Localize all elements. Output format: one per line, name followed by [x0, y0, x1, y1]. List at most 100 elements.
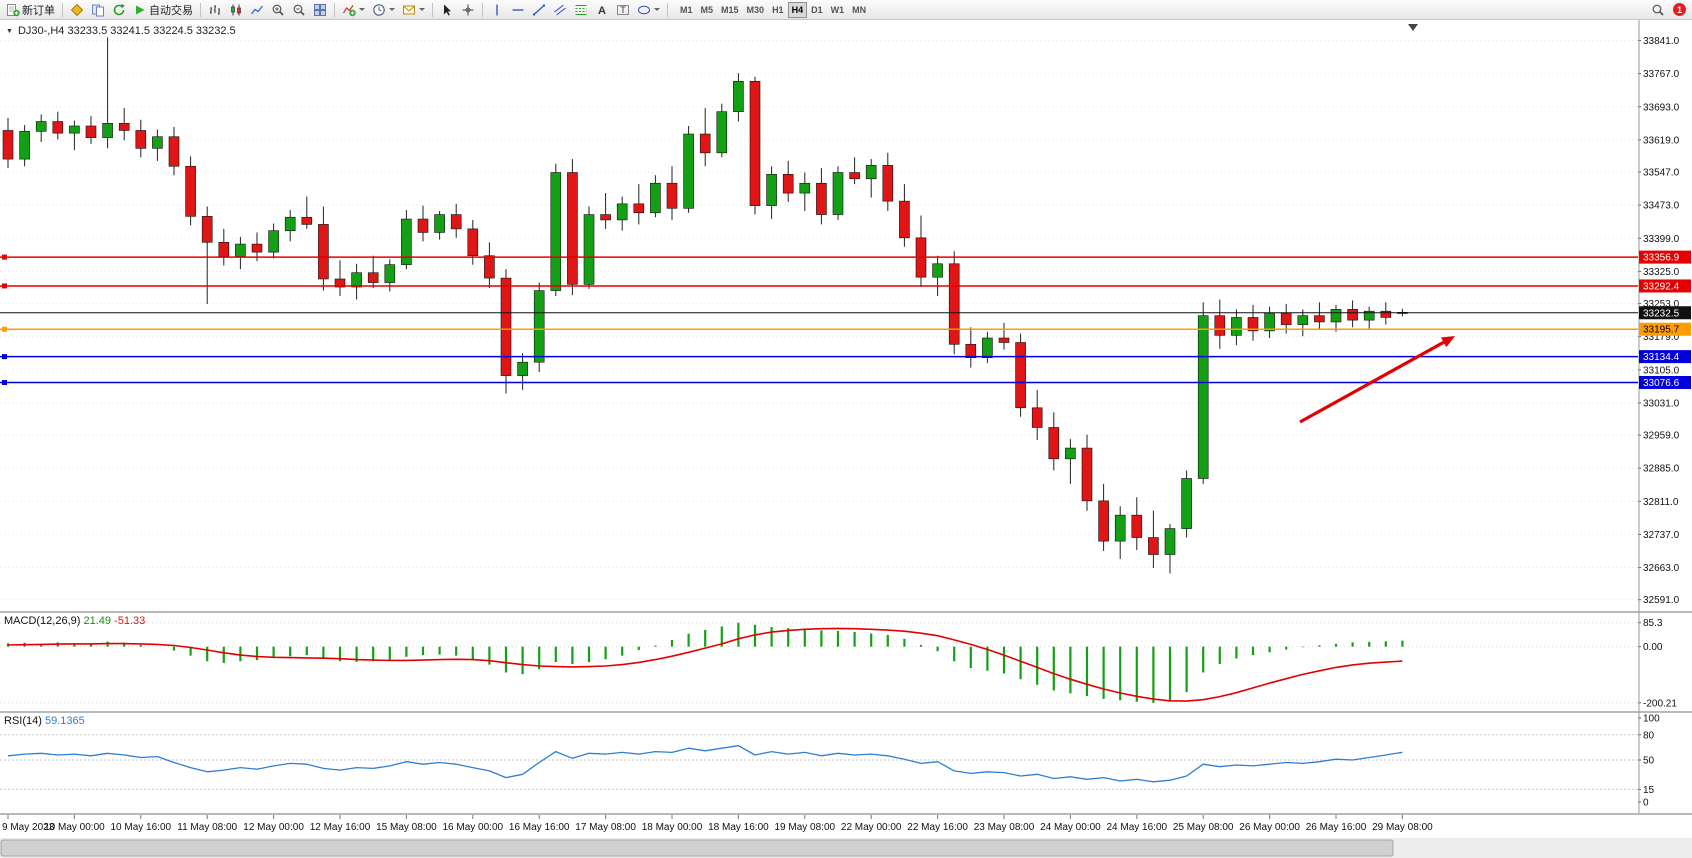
notification-badge[interactable]: 1: [1673, 3, 1686, 16]
text-button[interactable]: A: [592, 1, 612, 19]
chart-bars-button[interactable]: [205, 1, 225, 19]
templates-button[interactable]: [399, 1, 428, 19]
line-handle[interactable]: [2, 254, 7, 260]
candle-body: [849, 172, 860, 180]
candle-body: [1280, 312, 1292, 325]
candle-body: [135, 130, 147, 149]
macd-signal-line: [7, 627, 1403, 702]
line-handle[interactable]: [2, 283, 7, 289]
fibonacci-button[interactable]: [571, 1, 591, 19]
rsi-axis-label: 15: [1643, 785, 1655, 796]
candle-body: [550, 172, 562, 291]
bar-chart-icon: [210, 4, 220, 15]
timeframe-button-mn[interactable]: MN: [848, 2, 870, 18]
line-handle[interactable]: [2, 379, 7, 385]
price-axis-label: 33473.0: [1643, 201, 1680, 212]
trend-arrow-shaft[interactable]: [1299, 340, 1445, 424]
label-tool-icon: T: [617, 4, 629, 15]
one-click-trading-toggle[interactable]: ▼: [6, 27, 13, 35]
candle-body: [567, 172, 578, 285]
candle-body: [218, 241, 230, 257]
market-watch-button[interactable]: [67, 1, 87, 19]
price-axis-label: 32885.0: [1643, 464, 1680, 475]
timeframe-button-w1[interactable]: W1: [827, 2, 849, 18]
candle-body: [284, 216, 296, 231]
indicators-button[interactable]: [339, 1, 368, 19]
h-scrollbar-thumb[interactable]: [0, 839, 1394, 857]
macd-signal-value: -51.33: [114, 615, 146, 627]
candle-body: [899, 200, 910, 239]
svg-text:A: A: [598, 5, 606, 17]
label-button[interactable]: T: [613, 1, 633, 19]
time-axis-label: 15 May 08:00: [376, 822, 437, 833]
price-axis-label: 33399.0: [1643, 234, 1680, 245]
time-axis-label: 26 May 00:00: [1239, 822, 1300, 833]
candlestick-icon: [231, 4, 241, 15]
candle-body: [733, 80, 744, 112]
ellipse-shape-icon: [638, 5, 650, 14]
candle-body: [1114, 514, 1126, 542]
time-axis-label: 29 May 08:00: [1372, 822, 1433, 833]
line-handle[interactable]: [2, 354, 7, 360]
horizontal-line-button[interactable]: [508, 1, 528, 19]
new-chart-button[interactable]: [88, 1, 108, 19]
horizontal-line-icon: [512, 8, 524, 11]
toolbar-separator: [62, 2, 63, 17]
timeframe-button-h4[interactable]: H4: [787, 1, 808, 18]
price-tag-label: 33134.4: [1643, 352, 1680, 363]
chart-line-button[interactable]: [247, 1, 267, 19]
tile-windows-button[interactable]: [310, 1, 330, 19]
rsi-axis-label: 0: [1643, 798, 1649, 809]
channel-button[interactable]: [550, 1, 570, 19]
timeframe-button-m5[interactable]: M5: [697, 2, 718, 18]
candle-body: [1347, 309, 1358, 321]
chart-shift-marker[interactable]: [1408, 24, 1418, 31]
price-axis-label: 33841.0: [1643, 36, 1680, 47]
panel-separator: [0, 813, 1692, 815]
timeframe-button-m1[interactable]: M1: [676, 2, 697, 18]
price-axis-label: 33031.0: [1643, 398, 1680, 409]
refresh-button[interactable]: [109, 1, 129, 19]
chart-canvas[interactable]: 33841.0 33767.0 33693.0 33619.0 33547.0 33473…: [0, 20, 1692, 858]
refresh-icon: [113, 3, 125, 15]
time-axis-label: 16 May 00:00: [442, 822, 503, 833]
timeframe-button-h1[interactable]: H1: [768, 2, 788, 18]
price-axis-label: 33253.0: [1643, 299, 1680, 310]
candle-body: [1314, 315, 1325, 323]
candle-body: [1164, 528, 1176, 555]
line-handle[interactable]: [2, 326, 7, 332]
time-axis-label: 12 May 00:00: [243, 822, 304, 833]
line-chart-icon: [250, 5, 264, 14]
autotrading-button[interactable]: 自动交易: [130, 1, 196, 19]
candle-body: [434, 214, 445, 233]
chart-candles-button[interactable]: [226, 1, 246, 19]
periods-button[interactable]: [369, 1, 398, 19]
candle-body: [1181, 478, 1192, 529]
rsi-value: 59.1365: [44, 715, 85, 727]
zoom-out-button[interactable]: [289, 1, 309, 19]
zoom-in-button[interactable]: [268, 1, 288, 19]
timeframe-button-m30[interactable]: M30: [743, 2, 769, 18]
panel-separator: [0, 611, 1692, 613]
search-button[interactable]: [1648, 1, 1668, 19]
candle-body: [301, 216, 313, 225]
trendline-button[interactable]: [529, 1, 549, 19]
candle-body: [583, 214, 595, 285]
timeframe-button-d1[interactable]: D1: [807, 2, 827, 18]
candle-body: [484, 255, 495, 279]
new-order-icon: [7, 3, 20, 16]
new-order-button[interactable]: 新订单: [3, 1, 58, 19]
candle-body: [982, 337, 993, 359]
trend-arrow-head[interactable]: [1441, 336, 1455, 348]
vertical-line-button[interactable]: [487, 1, 507, 19]
shapes-button[interactable]: [634, 1, 663, 19]
crosshair-button[interactable]: [458, 1, 478, 19]
timeframe-button-m15[interactable]: M15: [717, 2, 743, 18]
candle-body: [2, 130, 14, 160]
rsi-line: [7, 745, 1403, 783]
cursor-button[interactable]: [437, 1, 457, 19]
candle-body: [251, 243, 263, 253]
price-axis-label: 33693.0: [1643, 102, 1680, 113]
candle-body: [666, 182, 678, 209]
